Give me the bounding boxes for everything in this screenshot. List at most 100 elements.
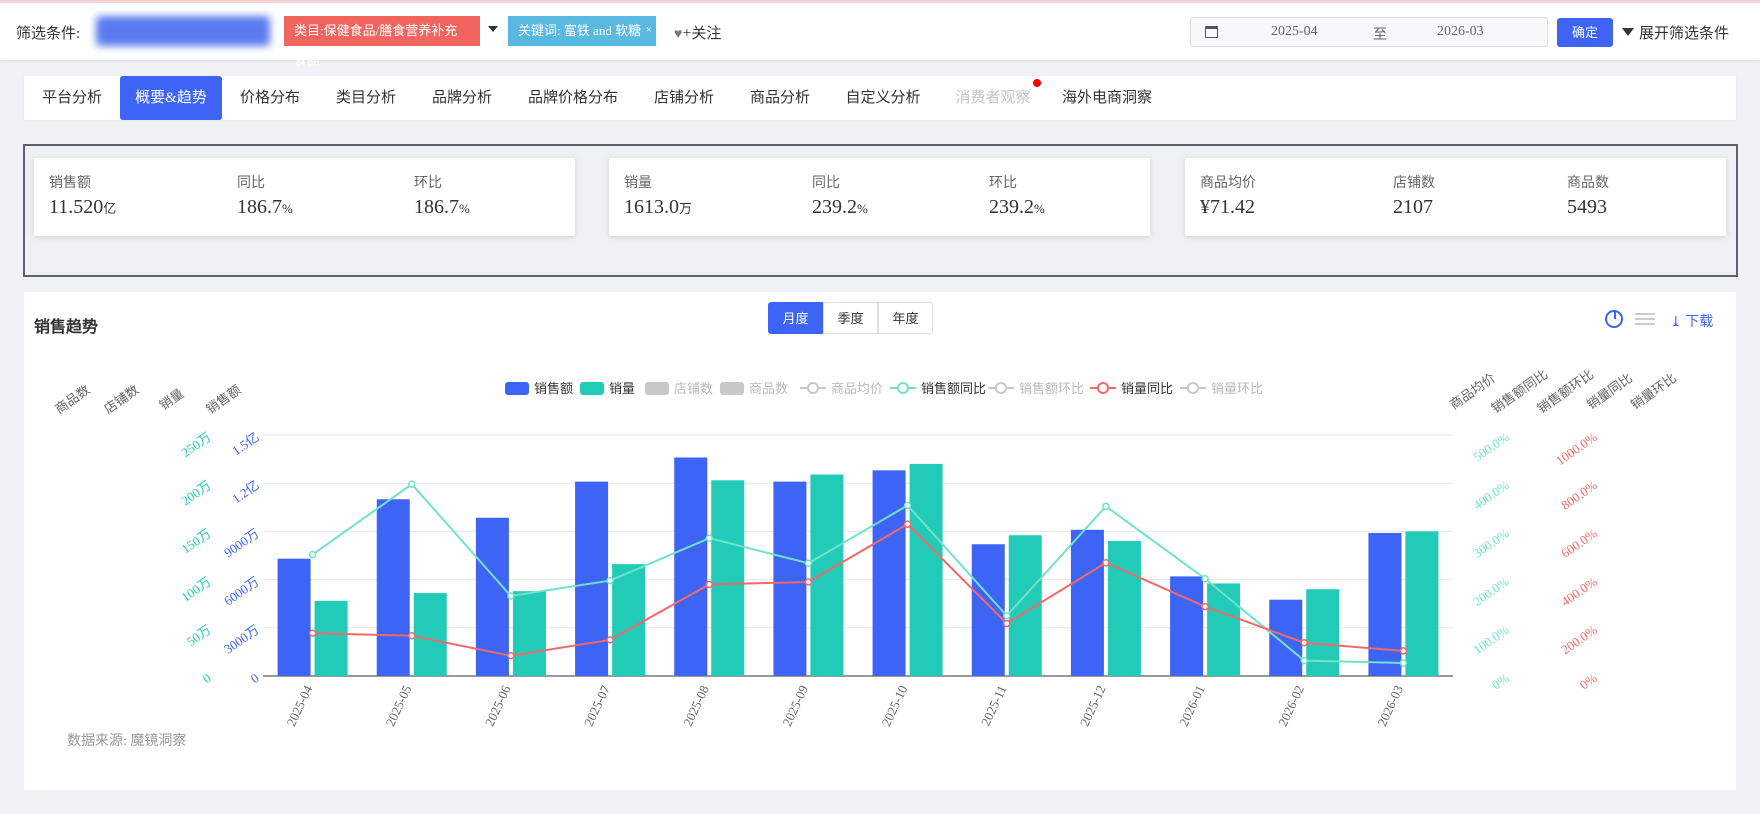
- bar-sales-amount: [971, 544, 1005, 676]
- tab-category-analysis[interactable]: 类目分析: [335, 90, 396, 106]
- kpi-number: 1613.0: [624, 196, 679, 218]
- segment-monthly[interactable]: 月度: [768, 302, 823, 334]
- date-start[interactable]: 2025-04: [1271, 24, 1318, 39]
- kpi-unit: %: [1034, 201, 1045, 216]
- kpi-value: 1613.0万: [624, 196, 692, 219]
- bar-sales-amount: [376, 499, 410, 676]
- follow-button[interactable]: ♥+关注: [674, 22, 721, 43]
- kpi-card-volume: 销量 1613.0万 同比 239.2% 环比 239.2%: [609, 158, 1150, 236]
- keyword-chip[interactable]: 关键词: 富铁 and 软糖 ×: [508, 16, 656, 46]
- kpi-value: 11.520亿: [49, 196, 116, 219]
- sales-volume-tick: 150万: [178, 526, 213, 557]
- tab-consumer-insight[interactable]: 消费者观察: [955, 90, 1031, 106]
- date-separator: 至: [1373, 28, 1387, 43]
- legend-marker: [897, 382, 909, 394]
- legend-item: 销量: [609, 381, 635, 396]
- expand-filter-label: 展开筛选条件: [1639, 26, 1730, 42]
- legend-marker: [1097, 382, 1109, 394]
- tab-overview-trend[interactable]: 概要&趋势: [120, 76, 222, 120]
- segment-yearly[interactable]: 年度: [878, 302, 933, 334]
- x-tick-label: 2025-06: [482, 682, 514, 728]
- bar-sales-volume: [1306, 589, 1340, 676]
- tab-brand-analysis[interactable]: 品牌分析: [431, 90, 492, 106]
- sales-amount-tick: 3000万: [221, 622, 262, 657]
- panel-title: 销售趋势: [34, 319, 99, 336]
- bar-sales-amount: [1368, 533, 1402, 676]
- sales-volume-yoy-point: [1300, 638, 1308, 647]
- sales-amount-yoy-point: [705, 534, 713, 542]
- sales-volume-yoy-tick: 1000.0%: [1553, 429, 1600, 468]
- legend-swatch: [505, 382, 529, 395]
- kpi-sales-mom: 环比 186.7%: [414, 172, 470, 219]
- date-end[interactable]: 2026-03: [1437, 24, 1484, 39]
- sales-amount-yoy-line: [312, 482, 1404, 664]
- sales-amount-yoy-point: [606, 576, 614, 585]
- tab-platform-analysis[interactable]: 平台分析: [41, 90, 102, 106]
- bar-sales-volume: [612, 564, 646, 676]
- sales-amount-tick: 6000万: [221, 574, 262, 609]
- sales-amount-yoy-tick: 300.0%: [1470, 525, 1512, 560]
- follow-label: 关注: [691, 26, 722, 42]
- chevron-down-icon[interactable]: [488, 26, 498, 32]
- kpi-number: 11.520: [49, 196, 104, 218]
- sales-amount-yoy-point: [507, 592, 515, 600]
- kpi-sales-volume: 销量 1613.0万: [624, 172, 692, 219]
- date-range-picker[interactable]: 2025-04 至 2026-03: [1190, 17, 1548, 47]
- legend-item: 商品均价: [831, 381, 883, 396]
- tab-product-analysis[interactable]: 商品分析: [749, 90, 810, 106]
- sales-amount-yoy-tick: 200.0%: [1470, 574, 1512, 609]
- legend-swatch: [645, 382, 669, 395]
- legend-item: 销量同比: [1121, 381, 1173, 396]
- blurred-platform-chip[interactable]: [96, 16, 270, 46]
- kpi-unit: 万: [679, 201, 693, 216]
- close-icon[interactable]: ×: [645, 24, 652, 36]
- expand-filter-button[interactable]: 展开筛选条件: [1622, 22, 1729, 43]
- sales-amount-tick: 1.2亿: [229, 477, 262, 506]
- y-axis-title: 销售额: [203, 382, 244, 417]
- legend-swatch: [720, 382, 744, 395]
- bar-sales-volume: [314, 600, 348, 676]
- data-source: 数据来源: 魔镜洞察: [67, 734, 187, 749]
- sales-amount-yoy-tick: 400.0%: [1470, 477, 1512, 512]
- kpi-label: 环比: [414, 176, 442, 191]
- list-view-icon[interactable]: [1635, 310, 1655, 328]
- x-tick-label: 2025-04: [283, 682, 315, 728]
- bar-sales-amount: [277, 558, 311, 676]
- kpi-value: 186.7%: [414, 196, 470, 219]
- kpi-label: 商品数: [1567, 176, 1609, 191]
- bar-sales-volume: [413, 593, 447, 676]
- bar-sales-amount: [575, 481, 609, 676]
- sales-amount-yoy-point: [903, 501, 912, 510]
- kpi-value: 186.7%: [237, 196, 293, 219]
- tab-shop-analysis[interactable]: 店铺分析: [653, 90, 714, 106]
- sales-volume-tick: 0: [200, 670, 214, 686]
- kpi-label: 同比: [237, 176, 265, 191]
- sales-volume-yoy-point: [606, 636, 614, 644]
- x-tick-label: 2025-08: [680, 683, 712, 729]
- confirm-button[interactable]: 确定: [1557, 18, 1613, 47]
- legend-marker: [1187, 382, 1199, 394]
- sales-volume-yoy-point: [1399, 647, 1408, 655]
- legend-item: 销量环比: [1211, 381, 1263, 396]
- sales-volume-yoy-line: [312, 522, 1404, 657]
- y-axis-title: 商品数: [52, 382, 93, 417]
- tab-custom-analysis[interactable]: 自定义分析: [845, 90, 921, 106]
- tab-overseas-ecommerce[interactable]: 海外电商洞察: [1061, 90, 1152, 106]
- kpi-sales-amount: 销售额 11.520亿: [49, 172, 116, 219]
- pie-chart-icon[interactable]: [1605, 310, 1623, 328]
- y-axis-title: 销量: [156, 386, 186, 413]
- category-chip[interactable]: 类目:保健食品/膳食营养补充食品: [284, 16, 480, 68]
- kpi-label: 销售额: [49, 176, 91, 191]
- sales-volume-tick: 100万: [178, 574, 213, 605]
- plus-icon: +: [682, 25, 692, 42]
- bar-sales-amount: [1070, 529, 1104, 676]
- download-button[interactable]: ⤓ 下载: [1670, 311, 1713, 331]
- sales-amount-tick: 1.5亿: [229, 429, 262, 458]
- segment-quarterly[interactable]: 季度: [823, 302, 878, 334]
- bar-sales-volume: [711, 480, 745, 676]
- legend-item: 销售额同比: [921, 381, 986, 396]
- sales-amount-yoy-point: [804, 559, 813, 567]
- tab-brand-price-distribution[interactable]: 品牌价格分布: [527, 90, 618, 106]
- tab-price-distribution[interactable]: 价格分布: [239, 90, 300, 106]
- sales-amount-yoy-point: [1003, 612, 1011, 620]
